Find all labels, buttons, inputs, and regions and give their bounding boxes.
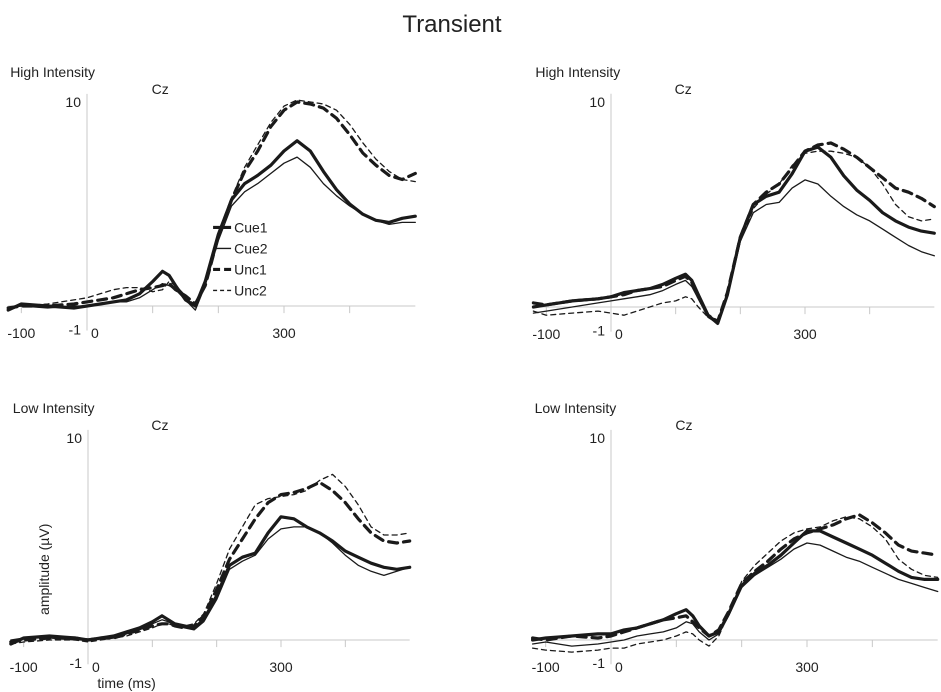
x-tick-label: 0 (91, 325, 99, 341)
legend-label: Unc1 (234, 261, 267, 277)
series-cue2-line (10, 526, 411, 641)
x-tick-label: -100 (7, 325, 35, 341)
x-tick-label: -100 (532, 326, 560, 342)
x-tick-label: 300 (795, 659, 819, 675)
y-tick-label: 10 (66, 430, 82, 446)
x-tick-label: 0 (615, 326, 623, 342)
series-cue2-line (531, 542, 939, 647)
panel-title: High Intensity (535, 64, 620, 80)
y-tick-label: 10 (589, 94, 605, 110)
legend-label: Cue1 (234, 219, 268, 235)
y-tick-label: 10 (65, 94, 81, 110)
y-axis-title: amplitude (µV) (36, 524, 52, 615)
series-unc1-line (531, 141, 936, 323)
series-cue2-line (532, 179, 935, 325)
chart-panel-3: Low Intensity Cz -100 0 300 10 -1 amplitude (µV… (9, 400, 412, 691)
series-unc1-line (9, 480, 412, 644)
chart-panel-4: Low Intensity Cz -100 0 300 10 -1 (530, 400, 940, 675)
legend-label: Unc2 (234, 282, 267, 298)
series-unc1-line (530, 513, 940, 642)
chart-panel-2: High Intensity Cz -100 0 300 10 -1 (531, 64, 936, 342)
x-axis-title: time (ms) (97, 675, 155, 691)
y-tick-label: -1 (69, 321, 82, 337)
y-tick-label: -1 (70, 655, 83, 671)
x-tick-label: 300 (272, 325, 296, 341)
series-unc1-line (6, 100, 417, 310)
series-unc2-line (532, 150, 935, 320)
x-tick-label: 0 (615, 659, 623, 675)
legend: Cue1 Cue2 Unc1 Unc2 (213, 219, 268, 298)
chart-panel-1: High Intensity Cz -100 0 300 10 -1 Cue1 Cue2 Unc1… (6, 64, 417, 341)
x-tick-label: -100 (532, 659, 560, 675)
electrode-label: Cz (675, 417, 692, 433)
panel-title: Low Intensity (13, 400, 95, 416)
series-unc2-line (10, 473, 411, 645)
series-cue1-line (530, 529, 940, 642)
series-cue2-line (7, 156, 416, 311)
y-tick-label: 10 (589, 430, 605, 446)
electrode-label: Cz (151, 417, 168, 433)
y-tick-label: -1 (593, 323, 606, 339)
x-tick-label: 300 (269, 659, 293, 675)
series-cue1-line (9, 515, 412, 646)
panel-title: Low Intensity (535, 400, 617, 416)
x-tick-label: 0 (92, 659, 100, 675)
series-unc2-line (7, 99, 416, 309)
series-cue1-line (6, 139, 417, 312)
electrode-label: Cz (152, 81, 169, 97)
x-tick-label: -100 (10, 659, 38, 675)
figure-title: Transient (402, 11, 501, 38)
legend-label: Cue2 (234, 240, 268, 256)
series-unc2-line (531, 516, 939, 653)
electrode-label: Cz (675, 81, 692, 97)
x-tick-label: 300 (793, 326, 817, 342)
panel-title: High Intensity (10, 64, 95, 80)
series-cue1-line (531, 145, 936, 325)
y-tick-label: -1 (593, 655, 606, 671)
